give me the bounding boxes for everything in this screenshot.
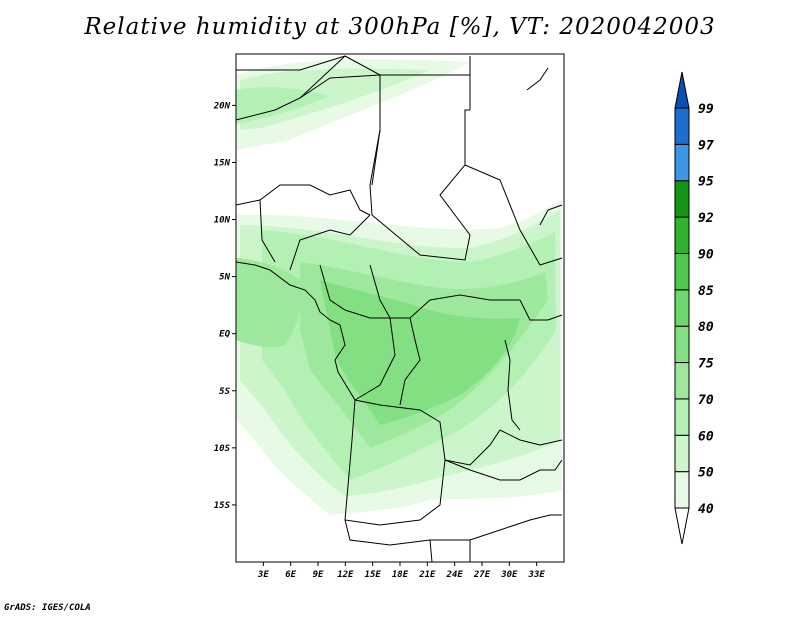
colorbar-label: 97 [698,138,714,153]
colorbar-top-arrow [675,72,689,108]
colorbar-bottom-arrow [675,508,689,544]
lat-tick-label: 10N [214,216,231,226]
colorbar-label: 40 [698,502,714,517]
humidity-field [236,59,562,515]
colorbar-segment [675,108,689,144]
colorbar: 40 50 60 70 75 80 85 90 92 95 97 99 [675,72,714,544]
colorbar-segment [675,181,689,217]
longitude-axis: 3E 6E 9E 12E 15E 18E 21E 24E 27E 30E 33E [257,562,545,580]
border-line [345,515,562,545]
colorbar-label: 70 [698,393,714,408]
colorbar-segment [675,326,689,362]
lon-tick-label: 3E [257,570,269,580]
grads-credit: GrADS: IGES/COLA [4,603,91,613]
latitude-axis: 20N 15N 10N 5N EQ 5S 10S 15S [213,101,236,511]
lon-tick-label: 21E [418,570,436,580]
lon-tick-label: 24E [446,570,464,580]
lat-tick-label: 15N [214,158,231,168]
lon-tick-label: 18E [392,570,409,580]
lat-tick-label: 15S [214,501,231,511]
lat-tick-label: 20N [213,101,231,111]
colorbar-label: 50 [698,466,714,481]
colorbar-label: 75 [698,357,714,372]
humidity-map: 20N 15N 10N 5N EQ 5S 10S 15S 3E 6E 9E 12E 15E 18E 21E… [0,0,800,618]
colorbar-label: 60 [698,429,714,444]
lon-tick-label: 12E [337,570,354,580]
colorbar-label: 92 [698,211,714,226]
border-line [430,540,470,562]
lon-tick-label: 9E [313,570,324,580]
colorbar-segment [675,435,689,471]
lon-tick-label: 6E [285,570,296,580]
border-line [527,68,562,225]
colorbar-segment [675,217,689,253]
lat-tick-label: EQ [219,330,230,340]
lon-tick-label: 30E [500,570,518,580]
colorbar-label: 99 [698,102,714,117]
colorbar-segment [675,144,689,180]
colorbar-segment [675,290,689,326]
colorbar-label: 80 [698,320,714,335]
lat-tick-label: 10S [214,444,231,454]
colorbar-segment [675,399,689,435]
colorbar-segment [675,253,689,289]
border-line [236,185,370,215]
lon-tick-label: 33E [528,570,546,580]
colorbar-segment [675,472,689,508]
lon-tick-label: 27E [473,570,491,580]
colorbar-label: 85 [698,284,714,299]
lat-tick-label: 5S [219,387,230,397]
lon-tick-label: 15E [365,570,382,580]
colorbar-label: 95 [698,175,714,190]
colorbar-segment [675,363,689,399]
lat-tick-label: 5N [219,273,230,283]
colorbar-label: 90 [698,247,714,262]
